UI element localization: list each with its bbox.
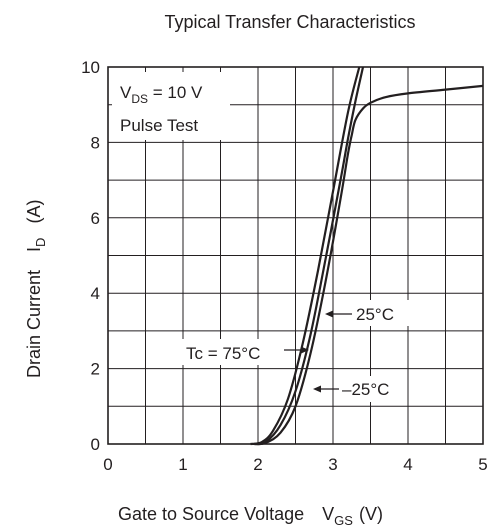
series-group — [250, 66, 484, 446]
x-tick-label: 5 — [478, 455, 487, 474]
tick-labels: 0 1 2 3 4 5 0 2 4 6 8 10 — [81, 58, 488, 474]
annotation-25c-bg — [352, 300, 410, 326]
x-tick-label: 2 — [253, 455, 262, 474]
series-line-minus25c — [254, 84, 484, 446]
annotation-75c-label: Tc = 75°C — [186, 344, 260, 363]
series-line-75c — [250, 66, 361, 446]
series-annotations: 25°C Tc = 75°C –25°C — [180, 300, 410, 402]
annotation-m25c-label: –25°C — [342, 380, 389, 399]
annotation-75c-arrowhead — [301, 346, 309, 354]
y-tick-label: 10 — [81, 58, 100, 77]
x-tick-label: 0 — [103, 455, 112, 474]
annotation-25c-arrowhead — [325, 310, 333, 318]
test-conditions-box: VDS = 10 V Pulse Test — [112, 72, 230, 140]
y-tick-label: 2 — [91, 360, 100, 379]
x-tick-label: 1 — [178, 455, 187, 474]
annotation-75c-bg — [180, 339, 284, 365]
grid — [108, 67, 483, 444]
conditions-background — [112, 72, 230, 140]
y-tick-label: 0 — [91, 435, 100, 454]
series-line-25c — [254, 66, 365, 446]
annotation-m25c-bg — [339, 376, 405, 402]
plot-frame — [107, 66, 484, 445]
annotation-m25c-arrowhead — [313, 385, 321, 393]
chart-title: Typical Transfer Characteristics — [164, 12, 415, 32]
vds-condition: VDS = 10 V — [120, 83, 203, 106]
annotation-25c-label: 25°C — [356, 305, 394, 324]
y-tick-label: 4 — [91, 284, 100, 303]
x-tick-label: 4 — [403, 455, 412, 474]
x-axis-label: Gate to Source Voltage VGS (V) — [118, 504, 383, 528]
pulse-test-label: Pulse Test — [120, 116, 198, 135]
x-tick-label: 3 — [328, 455, 337, 474]
y-axis-label: Drain CurrentID(A) — [24, 200, 48, 378]
y-tick-label: 6 — [91, 209, 100, 228]
y-tick-label: 8 — [91, 133, 100, 152]
